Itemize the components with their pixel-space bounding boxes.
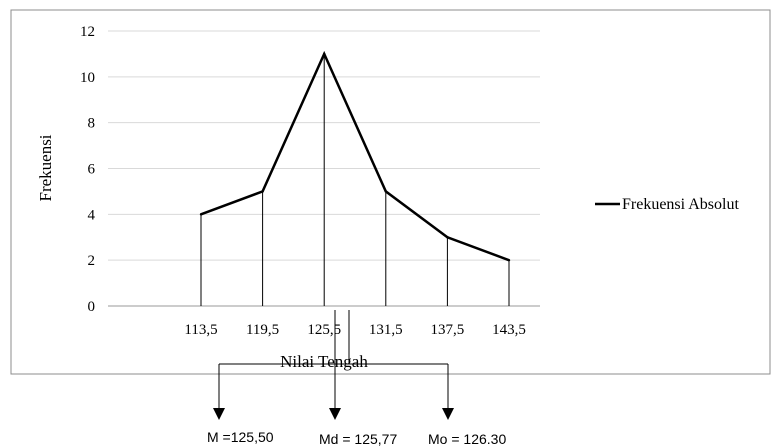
annotation-median: Md = 125,77 (319, 431, 397, 447)
y-tick-labels: 0 2 4 6 8 10 12 (80, 24, 96, 315)
legend: Frekuensi Absolut (595, 196, 739, 213)
x-tick-label: 143,5 (492, 322, 526, 338)
y-tick-label: 12 (80, 24, 95, 40)
y-tick-label: 2 (88, 253, 96, 269)
annotation-connectors (218, 310, 449, 410)
x-tick-label: 137,5 (431, 322, 465, 338)
y-tick-label: 6 (88, 162, 96, 178)
annotation-arrowheads (213, 408, 454, 420)
x-tick-label: 119,5 (246, 322, 279, 338)
x-tick-label: 125,5 (307, 322, 341, 338)
x-axis-label: Nilai Tengah (280, 352, 368, 371)
x-tick-label: 113,5 (184, 322, 217, 338)
data-point (384, 190, 387, 193)
arrowhead-mode (442, 408, 454, 420)
y-tick-label: 8 (88, 116, 96, 132)
annotation-mean: M =125,50 (207, 429, 274, 445)
y-tick-label: 10 (80, 70, 95, 86)
chart-frame (10, 9, 771, 375)
drop-lines (200, 53, 510, 306)
y-axis-label: Frekuensi (36, 134, 55, 201)
data-point (199, 213, 203, 216)
x-tick-labels: 113,5 119,5 125,5 131,5 137,5 143,5 (184, 322, 525, 338)
series-lines (199, 50, 511, 262)
legend-label: Frekuensi Absolut (622, 196, 739, 213)
y-tick-label: 4 (88, 207, 96, 223)
annotation-mode: Mo = 126.30 (428, 431, 506, 447)
data-point (446, 236, 449, 239)
y-tick-label: 0 (88, 299, 96, 315)
series-line (200, 50, 510, 262)
data-point (323, 52, 326, 56)
x-tick-label: 131,5 (369, 322, 403, 338)
data-point (507, 258, 511, 262)
data-point (261, 190, 264, 193)
arrowhead-median (329, 408, 341, 420)
arrowhead-mean (213, 408, 225, 420)
